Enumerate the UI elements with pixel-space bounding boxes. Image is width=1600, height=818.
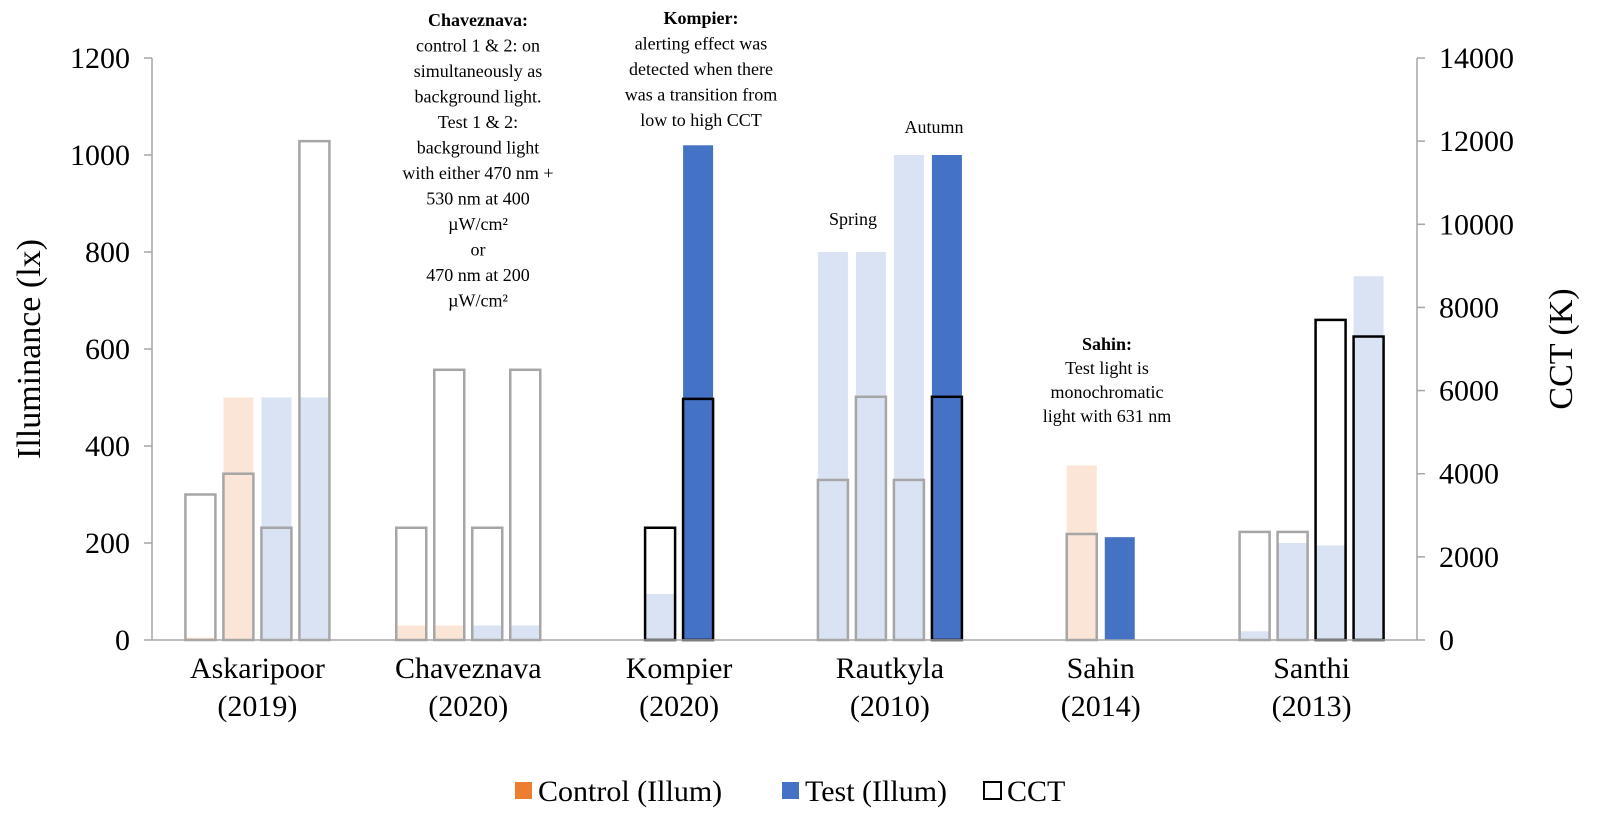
legend-label: Test (Illum) bbox=[805, 775, 947, 808]
test-illum-bar bbox=[893, 155, 924, 640]
legend-swatch-test bbox=[782, 782, 799, 799]
note-line: with either 470 nm + bbox=[402, 163, 553, 183]
right-tick-label: 14000 bbox=[1439, 42, 1514, 75]
note-line: background light bbox=[417, 138, 539, 158]
annotation-spring: Spring bbox=[829, 209, 877, 229]
right-tick-label: 2000 bbox=[1439, 541, 1499, 574]
right-tick-label: 12000 bbox=[1439, 125, 1514, 158]
note-line: light with 631 nm bbox=[1043, 406, 1172, 426]
note-line: Test 1 & 2: bbox=[438, 112, 518, 132]
category-label-year: (2014) bbox=[1061, 690, 1141, 723]
note-line: control 1 & 2: on bbox=[416, 36, 540, 56]
category-label-name: Kompier bbox=[626, 652, 733, 685]
left-tick-label: 200 bbox=[85, 527, 130, 560]
test-illum-bar bbox=[855, 252, 886, 640]
note-line: µW/cm² bbox=[448, 291, 508, 311]
left-axis-title: Illuminance (lx) bbox=[11, 239, 48, 459]
left-ticks: 0 200 400 600 800 1000 1200 bbox=[70, 42, 152, 657]
category-label-name: Rautkyla bbox=[836, 652, 944, 685]
category-label-name: Santhi bbox=[1273, 652, 1350, 685]
note-line: was a transition from bbox=[625, 85, 777, 105]
bars-layer bbox=[184, 139, 1385, 642]
left-tick-label: 400 bbox=[85, 430, 130, 463]
left-tick-label: 800 bbox=[85, 236, 130, 269]
right-tick-label: 6000 bbox=[1439, 375, 1499, 408]
note-line: or bbox=[471, 240, 486, 260]
category-label-year: (2020) bbox=[639, 690, 719, 723]
right-tick-label: 8000 bbox=[1439, 291, 1499, 324]
test-illum-bar bbox=[817, 252, 848, 640]
legend-label: CCT bbox=[1007, 775, 1065, 808]
test-illum-bar bbox=[299, 397, 330, 640]
legend-swatch-cct bbox=[983, 781, 1002, 800]
note-line: simultaneously as bbox=[414, 61, 543, 81]
category-label-name: Chaveznava bbox=[395, 652, 542, 685]
control-illum-bar bbox=[434, 625, 465, 640]
test-illum-bar bbox=[683, 145, 714, 641]
control-illum-bar bbox=[1066, 465, 1097, 640]
left-tick-label: 600 bbox=[85, 333, 130, 366]
right-tick-label: 10000 bbox=[1439, 208, 1514, 241]
category-label-year: (2010) bbox=[850, 690, 930, 723]
test-illum-bar bbox=[1277, 543, 1308, 640]
cct-bar bbox=[1238, 530, 1271, 642]
note-line: Test light is bbox=[1065, 358, 1149, 378]
note-line: background light. bbox=[415, 87, 542, 107]
cct-bar bbox=[509, 368, 542, 642]
note-chaveznava: Chaveznava: control 1 & 2: on simultaneous… bbox=[402, 10, 553, 311]
legend: Control (Illum) Test (Illum) CCT bbox=[515, 775, 1065, 808]
note-kompier: Kompier: alerting effect was detected when… bbox=[625, 8, 777, 130]
annotation-autumn: Autumn bbox=[904, 117, 963, 137]
note-title: Kompier: bbox=[664, 8, 739, 28]
cct-bar bbox=[395, 526, 428, 642]
test-illum-bar bbox=[1104, 537, 1135, 640]
test-illum-bar bbox=[1353, 276, 1384, 640]
note-title: Sahin: bbox=[1082, 334, 1132, 354]
category-label-year: (2013) bbox=[1272, 690, 1352, 723]
note-sahin: Sahin: Test light is monochromatic light wi… bbox=[1043, 334, 1172, 426]
cct-bar bbox=[184, 493, 217, 642]
category-label-year: (2020) bbox=[428, 690, 508, 723]
test-illum-bar bbox=[1239, 631, 1270, 640]
category-label-name: Sahin bbox=[1067, 652, 1135, 685]
control-illum-bar bbox=[396, 625, 427, 640]
left-tick-label: 1200 bbox=[70, 42, 130, 75]
note-line: 530 nm at 400 bbox=[426, 189, 530, 209]
note-line: low to high CCT bbox=[640, 110, 762, 130]
test-illum-bar bbox=[472, 625, 503, 640]
category-labels: Askaripoor (2019) Chaveznava (2020) Kompier (… bbox=[190, 652, 1352, 723]
test-illum-bar bbox=[645, 593, 676, 640]
test-illum-bar bbox=[1315, 545, 1346, 640]
right-axis-title: CCT (K) bbox=[1543, 288, 1580, 409]
left-tick-label: 1000 bbox=[70, 139, 130, 172]
right-tick-label: 4000 bbox=[1439, 458, 1499, 491]
right-ticks: 0 2000 4000 6000 8000 10000 12000 14000 bbox=[1417, 42, 1514, 657]
note-line: alerting effect was bbox=[635, 34, 768, 54]
control-illum-bar bbox=[223, 397, 254, 640]
category-label-name: Askaripoor bbox=[190, 652, 325, 685]
test-illum-bar bbox=[510, 625, 541, 640]
note-line: monochromatic bbox=[1051, 382, 1164, 402]
note-title: Chaveznava: bbox=[428, 10, 528, 30]
test-illum-bar bbox=[261, 397, 292, 640]
cct-bar bbox=[471, 526, 504, 642]
left-tick-label: 0 bbox=[115, 624, 130, 657]
category-label-year: (2019) bbox=[217, 690, 297, 723]
legend-label: Control (Illum) bbox=[538, 775, 722, 808]
note-line: detected when there bbox=[629, 59, 773, 79]
note-line: 470 nm at 200 bbox=[426, 265, 530, 285]
legend-swatch-control bbox=[515, 782, 532, 799]
note-line: µW/cm² bbox=[448, 214, 508, 234]
right-tick-label: 0 bbox=[1439, 624, 1454, 657]
cct-bar bbox=[433, 368, 466, 642]
